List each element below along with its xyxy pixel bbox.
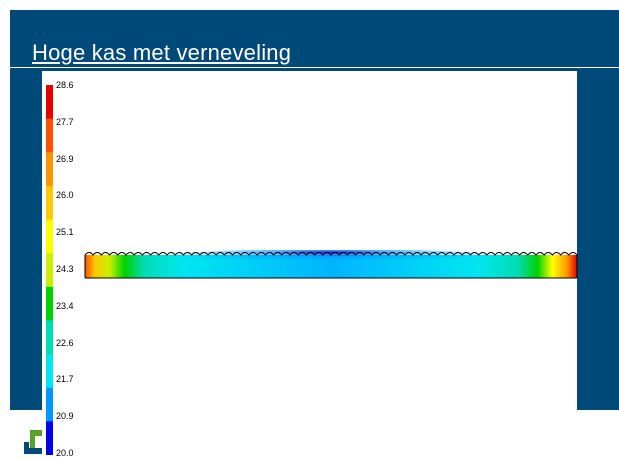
- colorbar-tick-label: 22.6: [56, 337, 74, 348]
- roof-scallops: [84, 252, 578, 256]
- colorbar-segment: [46, 185, 53, 221]
- colorbar-segment: [46, 85, 53, 120]
- colorbar-tick-label: 23.4: [56, 300, 74, 311]
- colorbar-tick-label: 20.9: [56, 411, 74, 422]
- greenhouse-temperature-field: [84, 250, 578, 279]
- colorbar-segment: [46, 354, 53, 389]
- slide-title: Hoge kas met verneveling: [32, 40, 292, 65]
- colorbar-tick-label: 28.6: [56, 80, 74, 90]
- colorbar-tick-label: 24.3: [56, 264, 74, 274]
- colorbar-segment: [46, 387, 53, 422]
- colorbar-segment: [46, 320, 53, 355]
- temperature-colorbar: [46, 85, 53, 455]
- company-logo-icon: [24, 430, 42, 454]
- colorbar-tick-label: 25.1: [56, 227, 74, 238]
- colorbar-tick-label: 26.0: [56, 190, 74, 201]
- colorbar-segment: [46, 421, 53, 455]
- colorbar-segment: [46, 118, 53, 153]
- colorbar-segment: [46, 286, 53, 321]
- title-underline-divider: [10, 67, 619, 68]
- colorbar-tick-label: 27.7: [56, 116, 74, 127]
- colorbar-tick-label: 20.0: [56, 448, 74, 458]
- colorbar-segment: [46, 152, 53, 187]
- colorbar-segment: [46, 219, 53, 254]
- colorbar-tick-label: 21.7: [56, 374, 74, 385]
- colorbar-tick-label: 26.9: [56, 153, 74, 164]
- colorbar-segment: [46, 253, 53, 288]
